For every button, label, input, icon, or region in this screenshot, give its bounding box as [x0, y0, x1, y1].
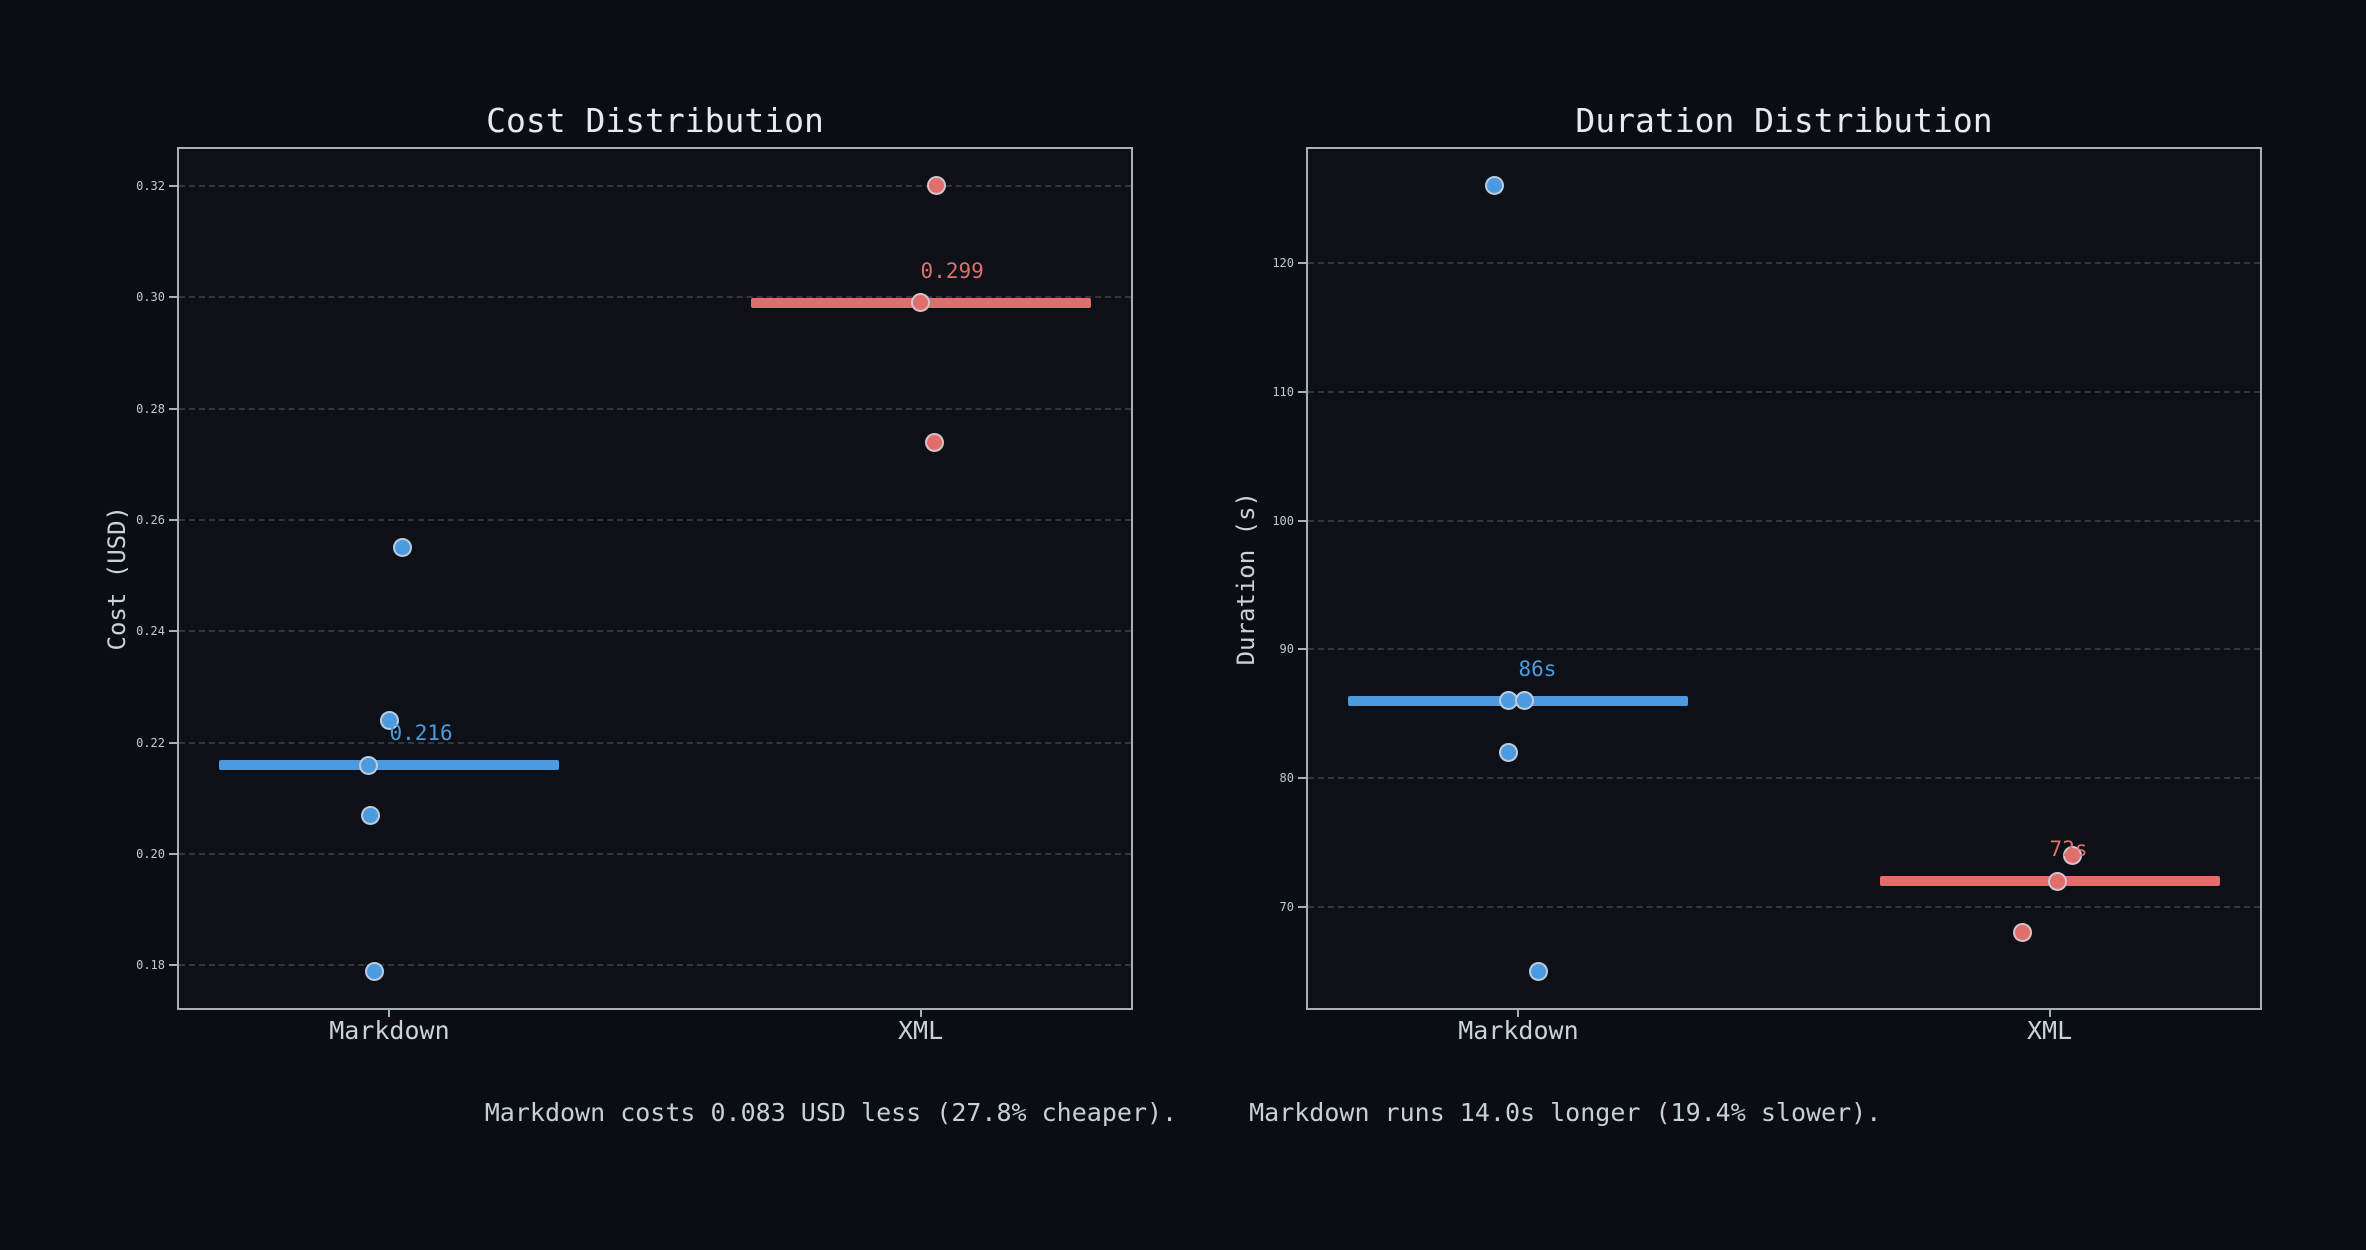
y-tick-label: 0.30 [136, 290, 165, 305]
y-tick-mark [169, 407, 177, 410]
gridline [1308, 777, 2260, 780]
y-tick-mark [169, 184, 177, 187]
x-tick-mark [2048, 1010, 2051, 1017]
data-point-markdown [1514, 691, 1534, 711]
y-tick-mark [169, 296, 177, 299]
y-tick-label: 0.26 [136, 513, 165, 528]
data-point-markdown [379, 710, 399, 730]
data-point-markdown [1485, 176, 1505, 196]
median-value-label: 72s [2049, 837, 2088, 862]
y-tick-label: 70 [1279, 899, 1294, 914]
y-tick-mark [169, 964, 177, 967]
data-point-markdown [393, 538, 413, 558]
gridline [1308, 648, 2260, 651]
x-tick-mark [1517, 1010, 1520, 1017]
y-tick-label: 0.20 [136, 847, 165, 862]
median-value-label: 86s [1518, 656, 1557, 681]
y-axis-label-cost: Cost (USD) [97, 147, 137, 1010]
y-tick-mark [169, 741, 177, 744]
chart-title-cost: Cost Distribution [486, 101, 824, 140]
y-tick-label: 80 [1279, 771, 1294, 786]
gridline [1308, 519, 2260, 522]
gridline [179, 630, 1131, 633]
y-tick-label: 0.24 [136, 624, 165, 639]
y-tick-label: 100 [1272, 513, 1294, 528]
cost-comparison-caption: Markdown costs 0.083 USD less (27.8% che… [484, 1098, 1178, 1127]
data-point-xml [2012, 923, 2032, 943]
y-tick-label: 0.28 [136, 401, 165, 416]
median-line [219, 760, 560, 771]
caption-row: Markdown costs 0.083 USD less (27.8% che… [0, 1097, 2366, 1129]
data-point-markdown [1529, 961, 1549, 981]
y-tick-label: 0.18 [136, 958, 165, 973]
duration-comparison-caption: Markdown runs 14.0s longer (19.4% slower… [1249, 1098, 1882, 1127]
x-tick-label: Markdown [329, 1016, 450, 1045]
data-point-xml [926, 176, 946, 196]
gridline [179, 853, 1131, 856]
median-value-label: 0.216 [389, 721, 453, 746]
y-tick-mark [1298, 261, 1306, 264]
x-tick-label: XML [2026, 1016, 2073, 1045]
gridline [1308, 905, 2260, 908]
gridline [179, 741, 1131, 744]
x-tick-label: XML [897, 1016, 944, 1045]
y-tick-label: 90 [1279, 642, 1294, 657]
y-tick-mark [1298, 777, 1306, 780]
data-point-xml [2048, 871, 2068, 891]
y-tick-label: 0.22 [136, 735, 165, 750]
y-tick-label: 110 [1272, 384, 1294, 399]
gridline [179, 519, 1131, 522]
y-tick-mark [1298, 519, 1306, 522]
x-tick-mark [919, 1010, 922, 1017]
x-tick-label: Markdown [1458, 1016, 1579, 1045]
cost-axes: 0.18 0.20 0.22 0.24 0.26 0.28 0.30 0.32 Markdown… [136, 147, 1133, 1045]
median-value-label: 0.299 [920, 258, 984, 283]
y-tick-label: 120 [1272, 255, 1294, 270]
gridline [179, 296, 1131, 299]
gridline [179, 407, 1131, 410]
y-tick-mark [1298, 905, 1306, 908]
data-point-xml [2062, 845, 2082, 865]
data-point-markdown [358, 755, 378, 775]
y-tick-mark [1298, 648, 1306, 651]
y-tick-mark [169, 519, 177, 522]
y-axis-label-duration: Duration (s) [1226, 147, 1266, 1010]
gridline [179, 964, 1131, 967]
y-tick-mark [169, 853, 177, 856]
x-tick-mark [388, 1010, 391, 1017]
data-point-markdown [1498, 742, 1518, 762]
duration-axes: 70 80 90 100 110 120 Markdown XML 86s 72s [1272, 147, 2262, 1045]
gridline [1308, 390, 2260, 393]
gridline [179, 184, 1131, 187]
data-point-xml [924, 432, 944, 452]
data-point-markdown [360, 805, 380, 825]
data-point-markdown [365, 961, 385, 981]
y-tick-mark [1298, 390, 1306, 393]
gridline [1308, 261, 2260, 264]
y-tick-mark [169, 630, 177, 633]
chart-title-duration: Duration Distribution [1575, 101, 1993, 140]
y-tick-label: 0.32 [136, 178, 165, 193]
data-point-xml [911, 293, 931, 313]
